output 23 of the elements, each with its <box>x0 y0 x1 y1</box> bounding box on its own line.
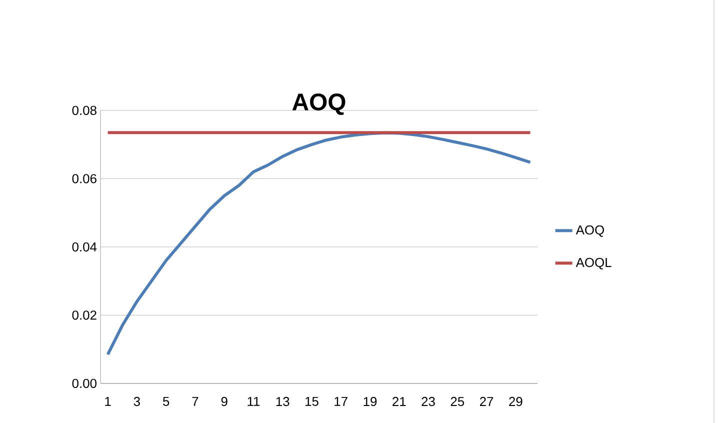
x-tick-label: 19 <box>364 396 377 406</box>
x-tick-label: 29 <box>509 396 522 406</box>
x-tick-label: 27 <box>480 396 494 406</box>
x-tick-label: 3 <box>134 396 140 406</box>
y-tick-label: 0.08 <box>72 106 96 115</box>
x-tick-label: 5 <box>162 396 170 406</box>
x-tick-label: 9 <box>221 396 228 406</box>
x-tick-label: 11 <box>248 396 260 406</box>
y-tick-label: 0.00 <box>72 378 96 388</box>
x-tick-label: 1 <box>105 396 111 406</box>
y-tick-label: 0.04 <box>72 242 97 252</box>
x-tick-label: 23 <box>422 396 435 406</box>
x-tick-label: 15 <box>306 396 318 406</box>
x-tick-label: 21 <box>392 396 406 406</box>
x-tick-label: 25 <box>450 396 464 406</box>
legend-label: AOQ <box>576 225 604 237</box>
x-tick-label: 7 <box>192 396 198 406</box>
y-tick-label: 0.02 <box>72 310 96 320</box>
legend-label: AOQL <box>576 258 612 270</box>
chart-title: AOQ <box>292 94 346 115</box>
y-tick-label: 0.06 <box>72 174 96 184</box>
x-tick-label: 13 <box>276 396 290 406</box>
x-tick-label: 17 <box>334 396 348 406</box>
